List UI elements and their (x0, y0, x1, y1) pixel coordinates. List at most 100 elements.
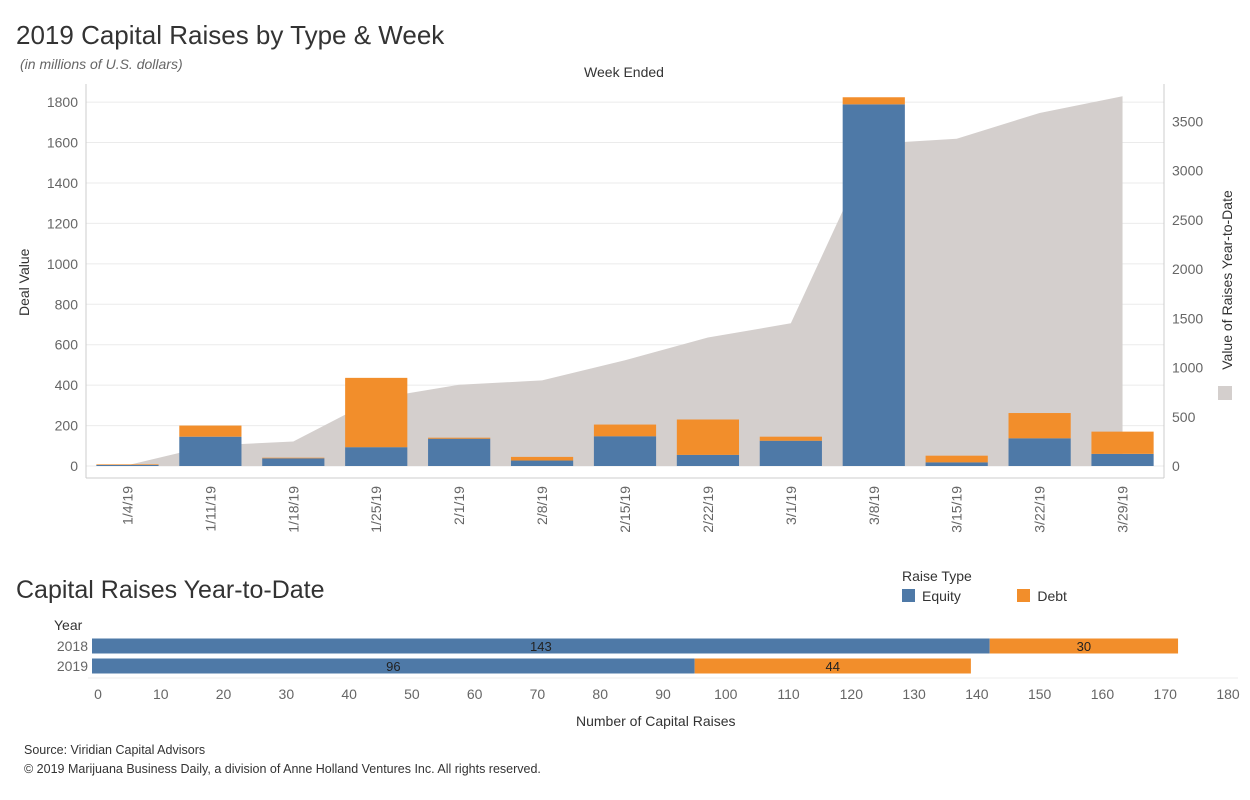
bar-equity-2018 (92, 638, 990, 654)
y-tick-label-left: 400 (55, 377, 79, 393)
bar-debt-2018 (989, 638, 1179, 654)
bar-equity-1/4/19 (96, 464, 159, 466)
bar-debt-3/1/19 (759, 436, 822, 441)
chart-subtitle: (in millions of U.S. dollars) (20, 56, 183, 72)
bar-equity-3/29/19 (1091, 453, 1154, 466)
x-tick-label: 1/18/19 (285, 486, 301, 533)
legend: Raise Type Equity Debt (902, 568, 1119, 606)
data-label-debt-2019: 44 (826, 659, 840, 674)
legend-swatch-equity (902, 589, 915, 602)
x-tick-label-bottom: 20 (216, 686, 232, 702)
x-tick-label: 1/11/19 (202, 486, 218, 532)
x-tick-label: 3/8/19 (866, 486, 882, 525)
data-label-equity-2019: 96 (386, 659, 400, 674)
x-tick-label: 2/8/19 (534, 486, 550, 525)
bar-debt-1/25/19 (345, 377, 408, 448)
x-tick-label-bottom: 50 (404, 686, 420, 702)
y-tick-label-left: 800 (55, 296, 79, 312)
x-tick-label-bottom: 140 (965, 686, 989, 702)
x-tick-label-bottom: 0 (94, 686, 102, 702)
y-tick-label-left: 1400 (47, 175, 78, 191)
x-tick-label-bottom: 110 (777, 686, 800, 702)
y-tick-label-right: 3000 (1172, 163, 1203, 179)
ytd-count-chart: 2018 143 30 2019 96 44 0 10 20 30 40 50 60 70 80 90 100 1… (57, 638, 1240, 702)
legend-swatch-debt (1017, 589, 1031, 602)
legend-title: Raise Type (902, 568, 972, 584)
bar-equity-1/18/19 (262, 458, 325, 466)
x-tick-label-bottom: 30 (279, 686, 295, 702)
weekly-deal-chart: 0 200 400 600 800 1000 1200 1400 1600 1800 0 500 100… (47, 84, 1235, 533)
y-tick-label-right: 2500 (1172, 212, 1203, 228)
x-tick-label: 1/4/19 (119, 486, 135, 525)
x-tick-label: 3/29/19 (1115, 486, 1131, 533)
y-tick-label-left: 0 (70, 458, 78, 474)
x-tick-label-bottom: 90 (655, 686, 671, 702)
bar-debt-2019 (694, 658, 971, 674)
bar-debt-2/8/19 (510, 456, 574, 461)
x-tick-label-bottom: 10 (153, 686, 169, 702)
year-axis-header: Year (54, 617, 83, 633)
x-axis-title: Week Ended (584, 64, 664, 80)
x-tick-label-bottom: 170 (1154, 686, 1178, 702)
y-axis-title-right: Value of Raises Year-to-Date (1219, 190, 1235, 370)
x-tick-label-bottom: 160 (1091, 686, 1115, 702)
legend-label-debt: Debt (1037, 588, 1067, 604)
bar-equity-1/25/19 (345, 447, 408, 466)
chart-title: 2019 Capital Raises by Type & Week (16, 20, 445, 50)
x-tick-label-bottom: 40 (341, 686, 357, 702)
x-tick-label: 1/25/19 (368, 486, 384, 533)
bar-equity-1/11/19 (179, 436, 242, 466)
y-tick-label-left: 1000 (47, 256, 78, 272)
bar-equity-2/15/19 (593, 436, 657, 466)
bar-debt-1/4/19 (96, 464, 159, 465)
data-label-equity-2018: 143 (530, 639, 552, 654)
y-tick-label-left: 1600 (47, 135, 78, 151)
x-tick-label-bottom: 70 (530, 686, 546, 702)
bar-debt-2/1/19 (428, 437, 491, 439)
y-tick-label-right: 1500 (1172, 310, 1203, 326)
legend-item-debt[interactable]: Debt (1017, 588, 1067, 604)
year-label-2018: 2018 (57, 638, 88, 654)
data-label-debt-2018: 30 (1077, 639, 1091, 654)
y-tick-label-left: 1800 (47, 94, 78, 110)
y-tick-label-right: 500 (1172, 409, 1196, 425)
y-tick-label-right: 2000 (1172, 261, 1203, 277)
x-tick-label-bottom: 100 (714, 686, 738, 702)
y-tick-label-right: 3500 (1172, 114, 1203, 130)
bar-equity-3/1/19 (759, 440, 822, 466)
bar-debt-2/22/19 (676, 419, 740, 455)
bar-equity-2/8/19 (510, 460, 574, 466)
x-tick-label-bottom: 130 (902, 686, 926, 702)
y-tick-label-left: 600 (55, 337, 79, 353)
bar-equity-2/1/19 (428, 438, 491, 466)
x-tick-label: 2/1/19 (451, 486, 467, 525)
x-tick-label: 2/15/19 (617, 486, 633, 533)
legend-label-equity: Equity (922, 588, 961, 604)
y-tick-label-left: 200 (55, 418, 79, 434)
year-label-2019: 2019 (57, 658, 88, 674)
bar-debt-2/15/19 (593, 424, 657, 437)
bar-debt-3/8/19 (842, 97, 905, 105)
bar-equity-2/22/19 (676, 454, 740, 466)
ytd-area-series (127, 96, 1123, 466)
x-axis-title-bottom: Number of Capital Raises (576, 713, 736, 729)
x-tick-label: 2/22/19 (700, 486, 716, 533)
y-tick-label-right: 1000 (1172, 360, 1203, 376)
x-tick-label: 3/1/19 (783, 486, 799, 525)
bar-equity-3/15/19 (925, 462, 988, 466)
bar-equity-3/8/19 (842, 104, 905, 466)
bar-equity-3/22/19 (1008, 438, 1071, 466)
legend-item-equity[interactable]: Equity (902, 588, 961, 604)
x-tick-label-bottom: 80 (592, 686, 608, 702)
x-tick-label: 3/15/19 (949, 486, 965, 533)
copyright-note: © 2019 Marijuana Business Daily, a divis… (24, 762, 541, 776)
x-tick-label-bottom: 180 (1216, 686, 1240, 702)
bar-debt-3/29/19 (1091, 431, 1154, 454)
bar-debt-3/22/19 (1008, 413, 1071, 439)
x-tick-label-bottom: 60 (467, 686, 483, 702)
x-tick-label-bottom: 120 (840, 686, 864, 702)
y-tick-label-left: 1200 (47, 215, 78, 231)
bar-debt-1/18/19 (262, 457, 325, 459)
right-axis-swatch (1218, 386, 1232, 400)
x-tick-label: 3/22/19 (1032, 486, 1048, 533)
